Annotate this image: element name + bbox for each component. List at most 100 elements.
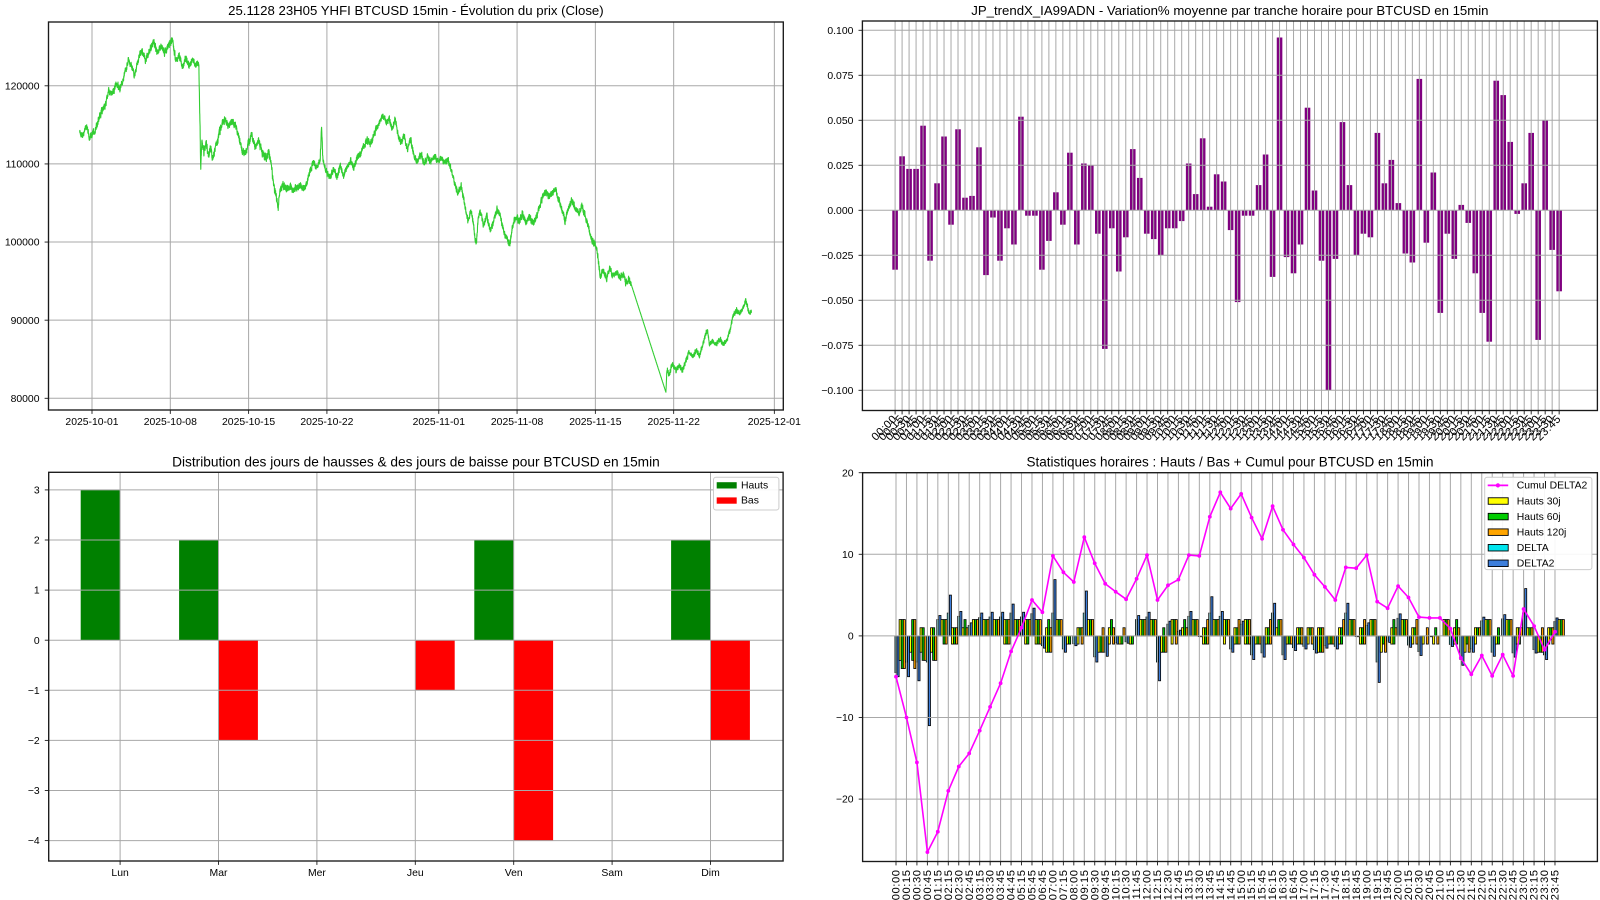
svg-text:2025-10-08: 2025-10-08 xyxy=(144,417,197,428)
svg-text:−0.025: −0.025 xyxy=(821,251,853,262)
svg-text:Ven: Ven xyxy=(505,868,523,879)
svg-text:2025-10-15: 2025-10-15 xyxy=(222,417,275,428)
svg-text:2025-11-08: 2025-11-08 xyxy=(491,417,544,428)
svg-text:−0.050: −0.050 xyxy=(821,296,853,307)
svg-text:10:15: 10:15 xyxy=(1110,870,1122,900)
svg-text:09:15: 09:15 xyxy=(1079,870,1091,900)
svg-text:16:45: 16:45 xyxy=(1288,870,1300,900)
svg-text:0: 0 xyxy=(34,636,40,647)
svg-text:03:15: 03:15 xyxy=(974,870,986,900)
svg-text:13:30: 13:30 xyxy=(1194,870,1206,900)
svg-text:02:15: 02:15 xyxy=(943,870,955,900)
svg-text:21:45: 21:45 xyxy=(1466,870,1478,900)
svg-text:00:00: 00:00 xyxy=(891,870,903,900)
svg-text:15:45: 15:45 xyxy=(1257,870,1269,900)
svg-text:21:30: 21:30 xyxy=(1455,870,1467,900)
svg-text:17:30: 17:30 xyxy=(1320,870,1332,900)
svg-text:17:45: 17:45 xyxy=(1330,870,1342,900)
svg-text:0.025: 0.025 xyxy=(827,161,853,172)
svg-text:Mar: Mar xyxy=(210,868,228,879)
svg-text:20:15: 20:15 xyxy=(1403,870,1415,900)
svg-text:21:00: 21:00 xyxy=(1435,870,1447,900)
svg-text:−4: −4 xyxy=(28,836,40,847)
svg-text:13:15: 13:15 xyxy=(1184,870,1196,900)
svg-text:05:15: 05:15 xyxy=(1016,870,1028,900)
svg-text:Hauts: Hauts xyxy=(741,480,768,491)
svg-text:2025-11-15: 2025-11-15 xyxy=(569,417,622,428)
svg-text:06:45: 06:45 xyxy=(1037,870,1049,900)
svg-text:07:15: 07:15 xyxy=(1058,870,1070,900)
svg-text:22:30: 22:30 xyxy=(1497,870,1509,900)
svg-text:14:45: 14:45 xyxy=(1225,870,1237,900)
svg-text:DELTA2: DELTA2 xyxy=(1517,559,1555,570)
svg-text:1: 1 xyxy=(34,586,40,597)
svg-text:2025-10-22: 2025-10-22 xyxy=(300,417,353,428)
svg-text:16:30: 16:30 xyxy=(1278,870,1290,900)
svg-text:0.000: 0.000 xyxy=(827,206,853,217)
svg-text:110000: 110000 xyxy=(6,160,40,171)
svg-text:20:30: 20:30 xyxy=(1414,870,1426,900)
svg-text:Distribution des jours de haus: Distribution des jours de hausses & des … xyxy=(172,454,660,469)
svg-text:−0.075: −0.075 xyxy=(821,341,853,352)
svg-text:−3: −3 xyxy=(28,786,40,797)
svg-text:18:15: 18:15 xyxy=(1340,870,1352,900)
svg-text:20:00: 20:00 xyxy=(1393,870,1405,900)
svg-text:23:30: 23:30 xyxy=(1539,870,1551,900)
svg-text:12:00: 12:00 xyxy=(1142,870,1154,900)
svg-text:2025-12-01: 2025-12-01 xyxy=(748,417,801,428)
svg-text:02:30: 02:30 xyxy=(953,870,965,900)
svg-text:00:30: 00:30 xyxy=(912,870,924,900)
svg-text:03:30: 03:30 xyxy=(985,869,997,900)
svg-text:15:00: 15:00 xyxy=(1236,870,1248,900)
svg-text:05:45: 05:45 xyxy=(1027,870,1039,900)
svg-text:Cumul DELTA2: Cumul DELTA2 xyxy=(1517,481,1588,492)
svg-text:12:45: 12:45 xyxy=(1173,870,1185,900)
svg-text:2025-11-22: 2025-11-22 xyxy=(648,417,701,428)
svg-text:Statistiques horaires : Hauts: Statistiques horaires : Hauts / Bas + Cu… xyxy=(1026,454,1433,469)
svg-text:3: 3 xyxy=(34,486,40,497)
svg-text:17:15: 17:15 xyxy=(1309,870,1321,900)
svg-text:2: 2 xyxy=(34,536,40,547)
svg-text:00:15: 00:15 xyxy=(901,870,913,900)
svg-text:Hauts 120j: Hauts 120j xyxy=(1517,527,1567,538)
svg-text:80000: 80000 xyxy=(11,394,40,405)
svg-text:90000: 90000 xyxy=(11,316,40,327)
svg-text:20: 20 xyxy=(842,468,854,479)
svg-text:10:30: 10:30 xyxy=(1121,870,1133,900)
svg-text:21:15: 21:15 xyxy=(1445,870,1457,900)
svg-text:Sam: Sam xyxy=(601,868,622,879)
svg-text:22:00: 22:00 xyxy=(1476,870,1488,900)
svg-text:19:15: 19:15 xyxy=(1372,870,1384,900)
svg-text:−10: −10 xyxy=(836,713,854,724)
svg-text:18:45: 18:45 xyxy=(1351,870,1363,900)
svg-text:−0.100: −0.100 xyxy=(821,386,853,397)
svg-text:JP_trendX_IA99ADN - Variation%: JP_trendX_IA99ADN - Variation% moyenne p… xyxy=(971,3,1488,18)
svg-text:Mer: Mer xyxy=(308,868,326,879)
svg-text:Bas: Bas xyxy=(741,496,759,507)
svg-text:07:00: 07:00 xyxy=(1048,870,1060,900)
svg-text:12:30: 12:30 xyxy=(1163,870,1175,900)
svg-text:11:45: 11:45 xyxy=(1131,870,1143,900)
svg-text:16:15: 16:15 xyxy=(1267,870,1279,900)
svg-text:Dim: Dim xyxy=(701,868,719,879)
svg-text:Lun: Lun xyxy=(111,868,129,879)
svg-text:Hauts 30j: Hauts 30j xyxy=(1517,496,1561,507)
svg-text:25.1128 23H05 YHFI BTCUSD 15mi: 25.1128 23H05 YHFI BTCUSD 15min - Évolut… xyxy=(228,3,604,18)
svg-text:12:15: 12:15 xyxy=(1152,870,1164,900)
svg-text:Jeu: Jeu xyxy=(407,868,424,879)
svg-text:13:45: 13:45 xyxy=(1204,870,1216,900)
svg-text:19:00: 19:00 xyxy=(1361,870,1373,900)
svg-text:10: 10 xyxy=(842,550,854,561)
svg-text:23:45: 23:45 xyxy=(1550,870,1562,900)
svg-text:14:15: 14:15 xyxy=(1215,870,1227,900)
svg-text:23:00: 23:00 xyxy=(1518,870,1530,900)
svg-text:0.050: 0.050 xyxy=(827,116,853,127)
svg-text:02:45: 02:45 xyxy=(964,870,976,900)
svg-text:0: 0 xyxy=(848,632,854,643)
svg-text:−2: −2 xyxy=(28,736,40,747)
svg-text:0.075: 0.075 xyxy=(827,71,853,82)
svg-text:100000: 100000 xyxy=(5,238,40,249)
svg-text:15:15: 15:15 xyxy=(1246,870,1258,900)
svg-text:Hauts 60j: Hauts 60j xyxy=(1517,512,1561,523)
svg-text:17:00: 17:00 xyxy=(1299,870,1311,900)
